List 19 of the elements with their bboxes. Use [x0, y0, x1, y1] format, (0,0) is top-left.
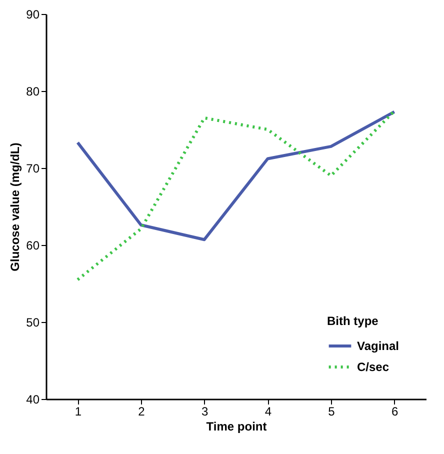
line-series: [76, 110, 396, 242]
y-tick-label: 70: [26, 162, 40, 176]
y-tick-label: 80: [26, 84, 40, 98]
legend-label: C/sec: [357, 360, 390, 374]
x-tick-label: 2: [138, 404, 146, 418]
x-axis-title: Time point: [206, 420, 267, 434]
y-tick-label: 50: [26, 316, 40, 330]
legend-title: Bith type: [327, 314, 379, 328]
y-axis-title: Glucose value (mg/dL): [8, 142, 22, 272]
x-tick-label: 6: [391, 404, 398, 418]
x-tick-label: 3: [201, 404, 208, 418]
y-tick-label: 40: [26, 392, 40, 406]
legend-label: Vaginal: [357, 339, 400, 353]
y-tick-label: 90: [26, 8, 40, 22]
x-tick-label: 4: [264, 404, 272, 418]
x-tick-label: 1: [74, 404, 82, 418]
line-series: [76, 110, 396, 282]
y-tick-label: 60: [26, 238, 40, 252]
x-tick-label: 5: [328, 404, 336, 418]
